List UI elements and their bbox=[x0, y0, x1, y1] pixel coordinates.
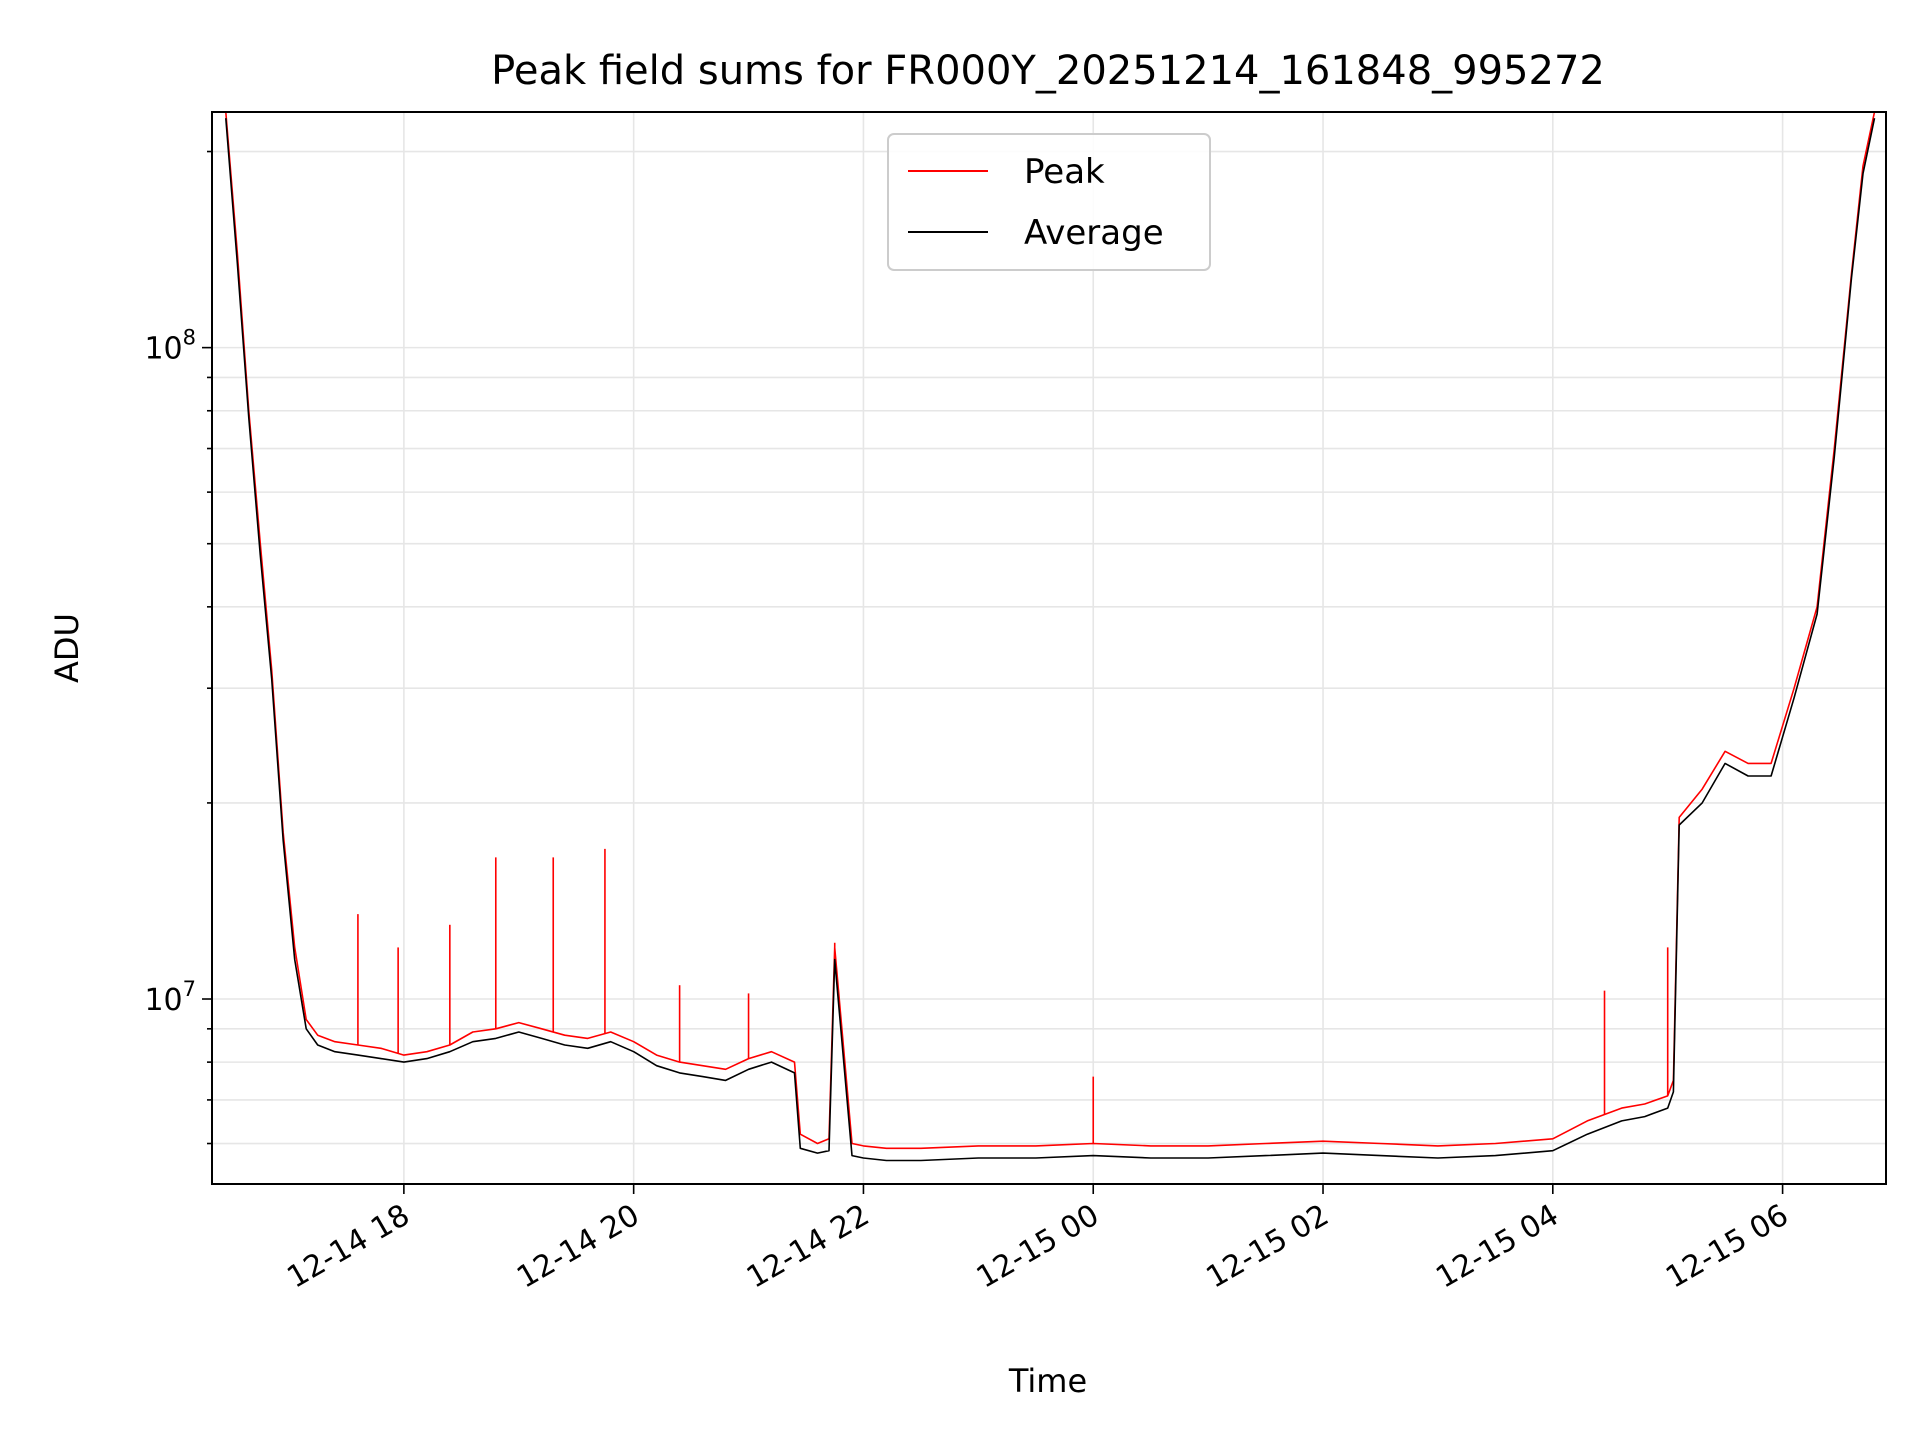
chart-title: Peak field sums for FR000Y_20251214_1618… bbox=[491, 48, 1605, 94]
y-axis-label: ADU bbox=[48, 613, 86, 683]
legend-box bbox=[887, 133, 1211, 271]
legend-average-label: Average bbox=[1024, 213, 1164, 253]
legend: Peak Average bbox=[887, 133, 1211, 271]
plot-frame bbox=[211, 111, 1887, 1185]
y-tick-label: 107 bbox=[144, 977, 196, 1018]
series-group bbox=[225, 112, 1876, 1162]
legend-peak-label: Peak bbox=[1024, 152, 1105, 192]
y-tick-label: 108 bbox=[144, 326, 196, 367]
x-axis-label: Time bbox=[1008, 1362, 1087, 1400]
series-layer bbox=[225, 112, 1876, 1162]
series-line-average bbox=[225, 118, 1876, 1162]
